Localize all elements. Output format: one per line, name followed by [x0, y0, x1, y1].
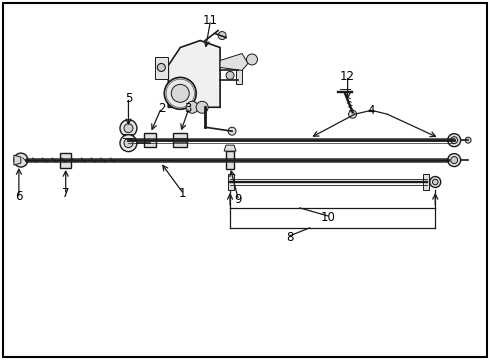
Circle shape: [120, 120, 137, 137]
Circle shape: [196, 101, 208, 113]
Circle shape: [465, 137, 471, 143]
Circle shape: [218, 32, 226, 40]
Circle shape: [164, 77, 196, 109]
Bar: [423, 174, 429, 190]
Circle shape: [186, 101, 198, 113]
Circle shape: [451, 157, 458, 163]
Circle shape: [124, 124, 133, 133]
Polygon shape: [226, 151, 234, 169]
Text: 8: 8: [286, 231, 294, 244]
Circle shape: [172, 84, 189, 102]
Bar: [236, 67, 242, 84]
Text: 2: 2: [159, 102, 166, 115]
Circle shape: [120, 135, 137, 152]
Circle shape: [430, 176, 441, 188]
Text: 9: 9: [234, 193, 242, 206]
Circle shape: [226, 71, 234, 80]
Text: 7: 7: [62, 188, 70, 201]
Bar: [173, 133, 187, 147]
Bar: [145, 133, 156, 147]
Bar: [60, 153, 71, 167]
Text: 5: 5: [125, 92, 132, 105]
Text: 10: 10: [320, 211, 335, 224]
Polygon shape: [168, 41, 220, 107]
Polygon shape: [220, 54, 248, 71]
Circle shape: [124, 139, 133, 148]
Text: 6: 6: [15, 190, 23, 203]
Bar: [228, 174, 234, 190]
Circle shape: [157, 63, 165, 71]
Circle shape: [451, 137, 458, 144]
Text: 11: 11: [203, 14, 218, 27]
Text: 12: 12: [340, 70, 355, 83]
Text: 1: 1: [178, 188, 186, 201]
Circle shape: [348, 110, 357, 118]
Circle shape: [433, 179, 438, 185]
Circle shape: [228, 127, 236, 135]
Circle shape: [448, 134, 461, 147]
Circle shape: [448, 154, 461, 167]
Polygon shape: [224, 145, 236, 151]
Circle shape: [14, 153, 28, 167]
Text: 3: 3: [185, 102, 192, 115]
Text: 4: 4: [368, 104, 375, 117]
Polygon shape: [14, 155, 21, 165]
Bar: [155, 58, 168, 80]
Circle shape: [246, 54, 257, 65]
